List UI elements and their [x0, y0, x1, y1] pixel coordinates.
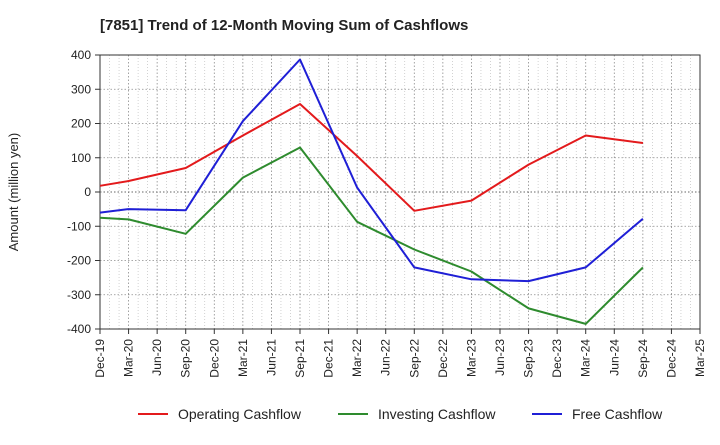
- x-tick-label: Sep-24: [636, 339, 650, 378]
- x-tick-labels: Dec-19 Mar-20 Jun-20 Sep-20 Dec-20 Mar-21 Jun-…: [93, 329, 707, 378]
- y-tick-label: 200: [71, 117, 91, 131]
- x-tick-label: Dec-19: [93, 339, 107, 378]
- legend-label-free-cashflow: Free Cashflow: [572, 406, 663, 422]
- x-tick-label: Dec-21: [322, 339, 336, 378]
- x-tick-label: Dec-24: [664, 339, 678, 378]
- x-tick-label: Jun-23: [493, 339, 507, 376]
- y-tick-label: -200: [67, 254, 91, 268]
- x-tick-label: Jun-20: [150, 339, 164, 376]
- x-tick-label: Jun-21: [264, 339, 278, 376]
- x-tick-label: Sep-23: [522, 339, 536, 378]
- x-tick-label: Mar-21: [236, 339, 250, 377]
- series-line-operating-cashflow: [99, 103, 644, 212]
- legend-label-investing-cashflow: Investing Cashflow: [378, 406, 496, 422]
- x-tick-label: Dec-22: [436, 339, 450, 378]
- y-axis-label: Amount (million yen): [6, 133, 21, 252]
- x-tick-label: Sep-21: [293, 339, 307, 378]
- y-tick-label: -100: [67, 219, 91, 233]
- series-layer: [99, 58, 644, 325]
- chart-title: [7851] Trend of 12-Month Moving Sum of C…: [100, 17, 468, 34]
- y-tick-label: 400: [71, 48, 91, 62]
- x-tick-label: Sep-22: [407, 339, 421, 378]
- series-line-investing-cashflow: [99, 146, 644, 325]
- x-tick-label: Mar-25: [693, 339, 707, 377]
- x-tick-label: Mar-22: [350, 339, 364, 377]
- y-tick-labels: -400 -300 -200 -100 0 100 200 300 400: [67, 48, 100, 336]
- x-tick-label: Dec-23: [550, 339, 564, 378]
- x-tick-label: Dec-20: [207, 339, 221, 378]
- y-tick-label: -300: [67, 288, 91, 302]
- y-tick-label: 0: [84, 185, 91, 199]
- legend-label-operating-cashflow: Operating Cashflow: [178, 406, 302, 422]
- x-tick-label: Jun-24: [607, 339, 621, 376]
- series-line-free-cashflow: [99, 58, 644, 283]
- grid-layer: [99, 54, 701, 330]
- x-tick-label: Sep-20: [179, 339, 193, 378]
- x-tick-label: Jun-22: [379, 339, 393, 376]
- plot-frame: [99, 54, 701, 330]
- x-tick-label: Mar-20: [122, 339, 136, 377]
- x-tick-label: Mar-24: [579, 339, 593, 377]
- y-tick-label: 300: [71, 82, 91, 96]
- y-tick-label: -400: [67, 322, 91, 336]
- y-tick-label: 100: [71, 151, 91, 165]
- x-tick-label: Mar-23: [464, 339, 478, 377]
- legend: Operating Cashflow Investing Cashflow Free…: [138, 406, 663, 422]
